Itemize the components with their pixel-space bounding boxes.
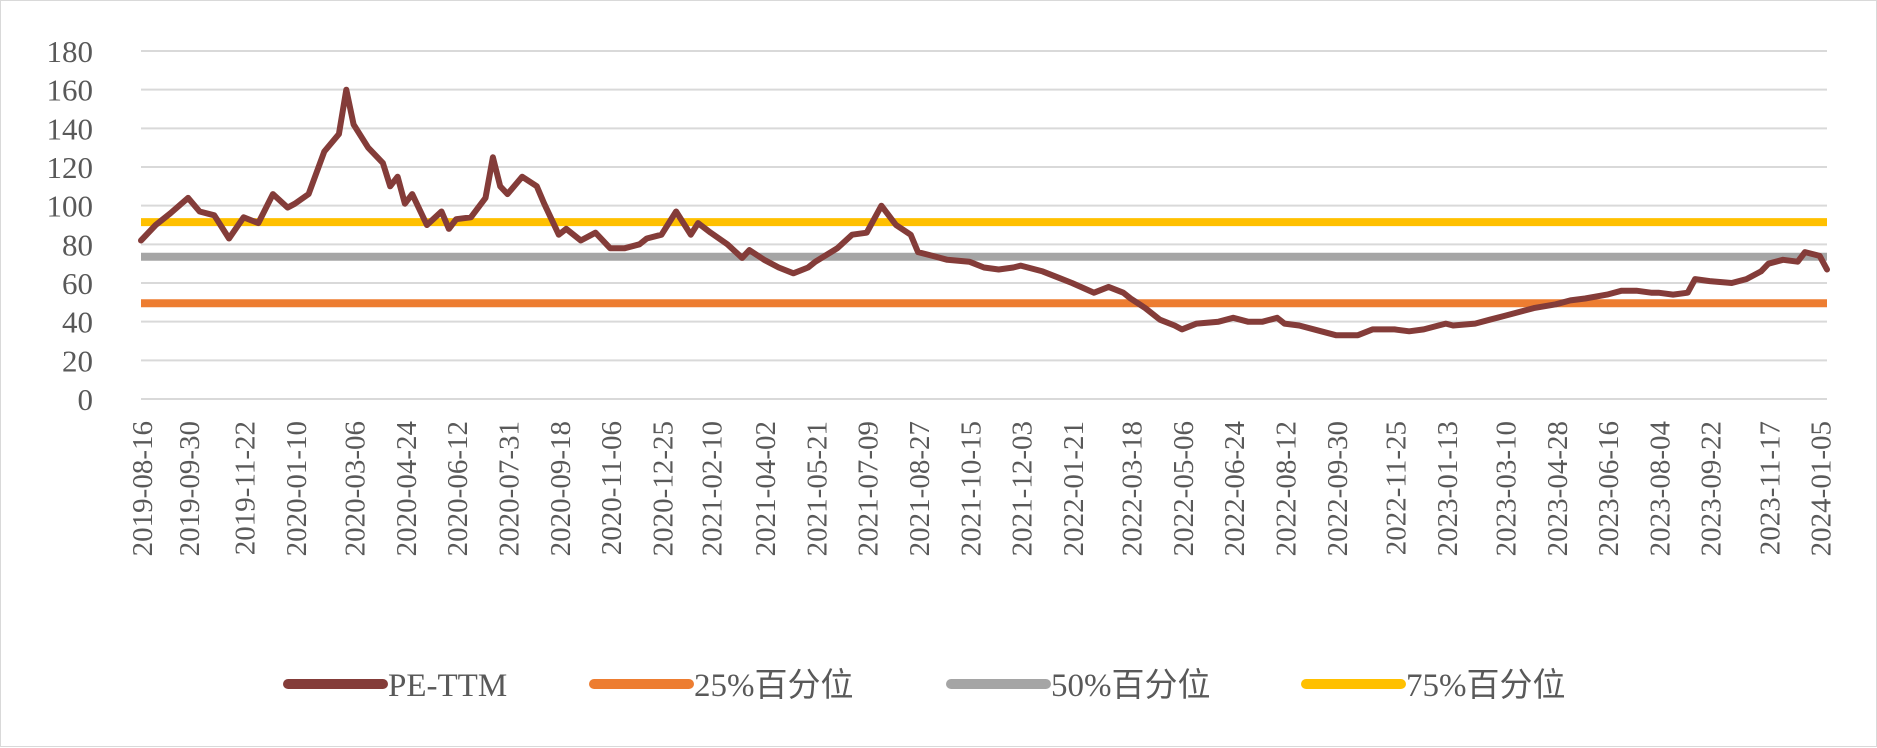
- x-tick-label: 2019-09-30: [174, 421, 206, 556]
- x-tick-label: 2021-07-09: [853, 421, 885, 556]
- series-line-pe-ttm: [138, 86, 1830, 339]
- x-tick-label: 2022-08-12: [1271, 421, 1303, 556]
- x-tick-label: 2023-03-10: [1490, 421, 1522, 556]
- x-tick-label: 2019-11-22: [230, 421, 262, 555]
- x-tick-label: 2022-11-25: [1381, 421, 1413, 555]
- x-tick-label: 2020-11-06: [596, 421, 628, 555]
- x-tick-label: 2020-01-10: [281, 421, 313, 556]
- x-tick-label: 2020-03-06: [340, 421, 372, 556]
- x-tick-label: 2023-09-22: [1696, 421, 1728, 556]
- x-tick-label: 2021-02-10: [697, 421, 729, 556]
- x-tick-label: 2023-04-28: [1542, 421, 1574, 556]
- x-tick-label: 2021-08-27: [904, 421, 936, 556]
- x-tick-label: 2022-09-30: [1322, 421, 1354, 556]
- x-tick-label: 2022-03-18: [1117, 421, 1149, 556]
- y-tick-label: 20: [62, 343, 93, 378]
- x-tick-label: 2021-12-03: [1007, 421, 1039, 556]
- x-tick-label: 2020-07-31: [494, 421, 526, 556]
- y-tick-label: 80: [62, 227, 93, 262]
- y-tick-label: 160: [47, 73, 94, 108]
- y-tick-label: 140: [47, 111, 94, 146]
- x-tick-label: 2020-09-18: [545, 421, 577, 556]
- x-tick-label: 2023-01-13: [1432, 421, 1464, 556]
- x-tick-label: 2022-06-24: [1219, 421, 1251, 557]
- y-tick-label: 40: [62, 305, 93, 340]
- x-tick-label: 2022-01-21: [1058, 421, 1090, 556]
- y-tick-label: 100: [47, 189, 94, 224]
- y-tick-label: 180: [47, 34, 94, 69]
- y-tick-label: 120: [47, 150, 94, 185]
- x-tick-label: 2024-01-05: [1806, 421, 1838, 556]
- legend-label: PE-TTM: [388, 668, 507, 704]
- legend-label: 25%百分位: [694, 667, 854, 704]
- x-tick-label: 2021-05-21: [801, 421, 833, 556]
- x-tick-label: 2023-06-16: [1593, 421, 1625, 556]
- x-tick-label: 2023-08-04: [1644, 421, 1676, 557]
- x-tick-label: 2021-04-02: [750, 421, 782, 556]
- y-tick-label: 0: [78, 382, 94, 417]
- x-tick-label: 2021-10-15: [955, 421, 987, 556]
- legend-label: 75%百分位: [1406, 667, 1566, 704]
- legend-label: 50%百分位: [1051, 667, 1211, 704]
- x-tick-label: 2020-12-25: [647, 421, 679, 556]
- y-tick-label: 60: [62, 266, 93, 301]
- x-tick-label: 2022-05-06: [1168, 421, 1200, 556]
- x-tick-label: 2020-06-12: [442, 421, 474, 556]
- x-tick-label: 2019-08-16: [127, 421, 159, 556]
- x-tick-label: 2020-04-24: [391, 421, 423, 557]
- x-tick-label: 2023-11-17: [1754, 421, 1786, 555]
